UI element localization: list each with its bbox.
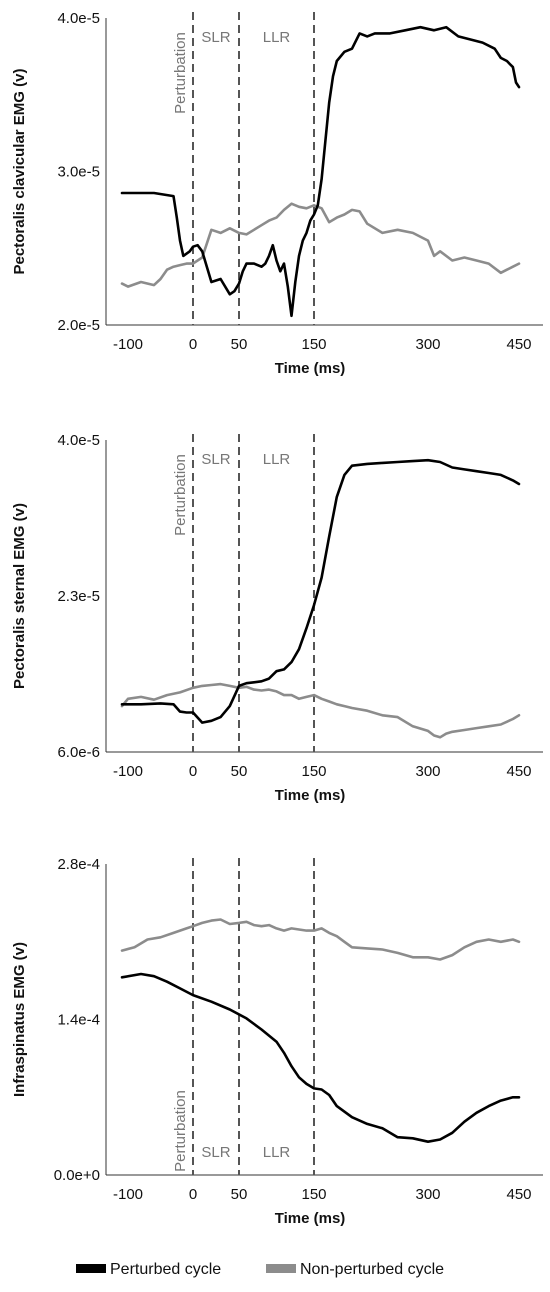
perturbation-label: Perturbation (172, 1090, 189, 1172)
x-tick-label: 300 (415, 763, 440, 780)
non-perturbed-cycle-line (120, 682, 521, 739)
legend-label-perturbed: Perturbed cycle (110, 1261, 221, 1278)
llr-label: LLR (263, 451, 291, 468)
x-tick-label: 50 (231, 763, 248, 780)
perturbed-cycle-line (120, 458, 521, 724)
x-tick-label: 450 (506, 1186, 531, 1203)
x-tick-label: 150 (301, 1186, 326, 1203)
y-tick-label: 1.4e-4 (57, 1012, 100, 1029)
x-tick-label: -100 (113, 336, 143, 353)
y-tick-label: 6.0e-6 (57, 744, 100, 761)
emg-panel-3: 0.0e+0 1.4e-4 2.8e-4 -100 0 50 150 300 450 Time (… (11, 856, 543, 1227)
x-tick-label: 0 (189, 336, 197, 353)
x-tick-label: 300 (415, 1186, 440, 1203)
perturbation-label: Perturbation (172, 454, 189, 536)
y-axis-label: Infraspinatus EMG (v) (11, 942, 28, 1097)
y-axis-label: Pectoralis sternal EMG (v) (11, 503, 28, 689)
x-axis-label: Time (ms) (275, 787, 346, 804)
y-tick-label: 2.3e-5 (57, 588, 100, 605)
llr-label: LLR (263, 1144, 291, 1161)
perturbed-cycle-line (120, 25, 521, 318)
slr-label: SLR (201, 1144, 230, 1161)
slr-label: SLR (201, 29, 230, 46)
x-tick-label: 150 (301, 336, 326, 353)
perturbation-label: Perturbation (172, 32, 189, 114)
x-tick-label: 0 (189, 763, 197, 780)
x-tick-label: 450 (506, 336, 531, 353)
x-tick-label: 150 (301, 763, 326, 780)
slr-label: SLR (201, 451, 230, 468)
emg-panel-1: 2.0e-5 3.0e-5 4.0e-5 -100 0 50 150 300 450 Time (… (11, 10, 543, 377)
llr-label: LLR (263, 29, 291, 46)
y-tick-label: 4.0e-5 (57, 432, 100, 449)
y-tick-label: 4.0e-5 (57, 10, 100, 27)
x-tick-label: 450 (506, 763, 531, 780)
non-perturbed-cycle-line (120, 918, 521, 961)
x-tick-label: 0 (189, 1186, 197, 1203)
y-tick-label: 3.0e-5 (57, 164, 100, 181)
legend-label-non-perturbed: Non-perturbed cycle (300, 1261, 444, 1278)
x-tick-label: 50 (231, 336, 248, 353)
emg-panel-2: 6.0e-6 2.3e-5 4.0e-5 -100 0 50 150 300 450 Time (… (11, 432, 543, 804)
x-tick-label: -100 (113, 1186, 143, 1203)
x-axis-label: Time (ms) (275, 1210, 346, 1227)
x-tick-label: -100 (113, 763, 143, 780)
x-tick-label: 300 (415, 336, 440, 353)
x-tick-label: 50 (231, 1186, 248, 1203)
y-tick-label: 2.0e-5 (57, 317, 100, 334)
y-axis-label: Pectoralis clavicular EMG (v) (11, 69, 28, 275)
y-tick-label: 2.8e-4 (57, 856, 100, 873)
y-tick-label: 0.0e+0 (54, 1167, 100, 1184)
perturbed-cycle-line (120, 972, 521, 1143)
legend: Perturbed cycle Non-perturbed cycle (76, 1261, 444, 1278)
x-axis-label: Time (ms) (275, 360, 346, 377)
legend-swatch-non-perturbed (266, 1264, 296, 1273)
non-perturbed-cycle-line (120, 202, 521, 288)
legend-swatch-perturbed (76, 1264, 106, 1273)
